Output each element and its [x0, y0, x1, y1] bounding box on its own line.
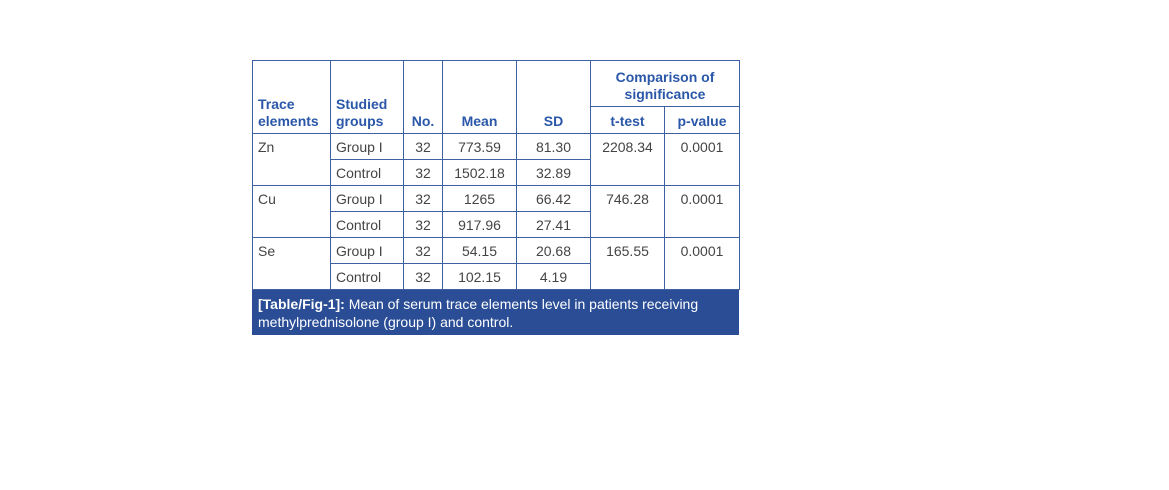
table-row: Control 32 917.96 27.41 [253, 211, 740, 238]
table-cell: Zn [252, 133, 331, 186]
header-cell: No. [403, 60, 443, 134]
table-row: Zn Group I 32 773.59 81.30 2208.34 0.0001 [252, 133, 740, 186]
table-cell: 917.96 [442, 211, 517, 238]
table-cell: 1502.18 [442, 159, 517, 186]
table-cell: 2208.34 [590, 133, 665, 186]
table-cell: 773.59 [442, 133, 517, 160]
table-cell: 32.89 [516, 159, 591, 186]
table-cell: 27.41 [516, 211, 591, 238]
table-cell: 32 [403, 159, 443, 186]
table-row: Se Group I 32 54.15 20.68 165.55 0.0001 [252, 237, 740, 290]
caption: [Table/Fig-1]: Mean of serum trace eleme… [252, 290, 739, 335]
table-row: Control 32 1502.18 32.89 [253, 159, 740, 186]
table-body: Zn Group I 32 773.59 81.30 2208.34 0.0001 Contr… [252, 133, 740, 290]
table-cell: 66.42 [516, 185, 591, 212]
table-cell: 0.0001 [664, 185, 740, 238]
table-cell: 54.15 [442, 237, 517, 264]
table: Trace elements Studied groups No. Mean S… [252, 60, 740, 290]
table-cell: 32 [403, 237, 443, 264]
table-cell: Control [330, 263, 404, 290]
caption-text: Mean of serum trace elements level in pa… [258, 296, 699, 330]
header-cell: p-value [664, 106, 740, 134]
table-cell: Control [330, 159, 404, 186]
table-cell: 165.55 [590, 237, 665, 290]
table-cell: 1265 [442, 185, 517, 212]
table-cell: Group I [330, 237, 404, 264]
table-figure: Trace elements Studied groups No. Mean S… [252, 60, 740, 335]
table-cell: 4.19 [516, 263, 591, 290]
table-row: Control 32 102.15 4.19 [253, 263, 740, 290]
header-cell: Studied groups [330, 60, 404, 134]
header-cell: SD [516, 60, 591, 134]
table-cell: Group I [330, 185, 404, 212]
table-cell: 20.68 [516, 237, 591, 264]
table-cell: 0.0001 [664, 237, 740, 290]
header-cell: Mean [442, 60, 517, 134]
table-cell: 746.28 [590, 185, 665, 238]
table-cell: 32 [403, 185, 443, 212]
table-cell: 32 [403, 211, 443, 238]
table-cell: Se [252, 237, 331, 290]
table-cell: Control [330, 211, 404, 238]
header-cell: Trace elements [252, 60, 331, 134]
table-cell: 32 [403, 263, 443, 290]
header-cell: Comparison of significance [590, 60, 740, 107]
header-cell: t-test [590, 106, 665, 134]
table-cell: 102.15 [442, 263, 517, 290]
table-cell: 81.30 [516, 133, 591, 160]
table-cell: 32 [403, 133, 443, 160]
caption-label: [Table/Fig-1]: [258, 296, 345, 312]
table-cell: Cu [252, 185, 331, 238]
table-cell: 0.0001 [664, 133, 740, 186]
table-row: Cu Group I 32 1265 66.42 746.28 0.0001 [252, 185, 740, 238]
table-cell: Group I [330, 133, 404, 160]
